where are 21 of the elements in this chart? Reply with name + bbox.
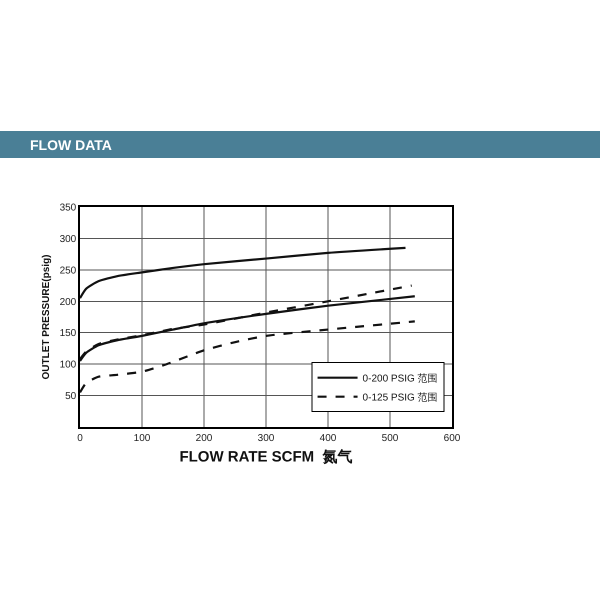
x-tick-label: 200 — [196, 432, 213, 444]
legend-label: 0-200 PSIG 范围 — [362, 372, 438, 385]
y-tick-label: 150 — [60, 328, 77, 340]
y-axis-title: OUTLET PRESSURE(psig) — [41, 254, 52, 380]
x-tick-label: 0 — [77, 432, 84, 444]
y-tick-label: 350 — [60, 202, 77, 214]
y-tick-label: 300 — [60, 234, 77, 245]
line-series — [80, 246, 407, 300]
y-tick-label: 100 — [60, 360, 77, 371]
y-tick-label: 50 — [65, 391, 77, 402]
x-tick-label: 600 — [444, 432, 461, 444]
y-tick-label: 200 — [60, 296, 77, 308]
chart-title: FLOW DATA — [30, 137, 112, 153]
line-series — [80, 320, 416, 394]
x-axis-title: FLOW RATE SCFM 氮气 — [179, 448, 353, 466]
x-tick-label: 400 — [320, 432, 337, 444]
x-tick-label: 100 — [134, 432, 151, 444]
x-tick-label: 300 — [258, 432, 275, 444]
y-tick-label: 250 — [60, 265, 77, 276]
x-tick-label: 500 — [382, 432, 399, 444]
legend-label: 0-125 PSIG 范围 — [362, 392, 438, 404]
